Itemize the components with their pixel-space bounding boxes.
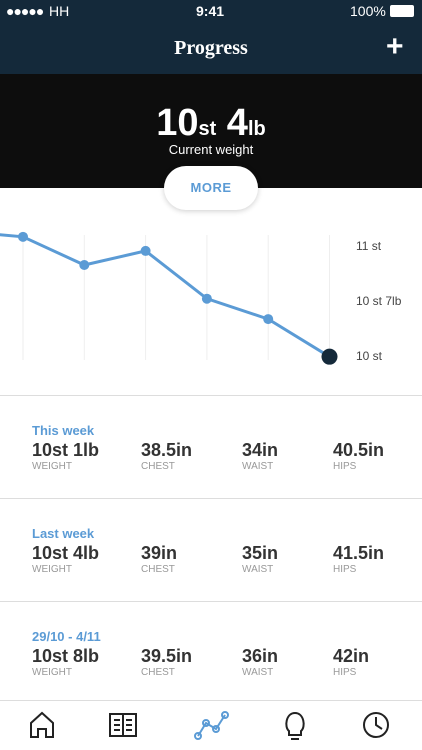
measurement-name: WAIST xyxy=(242,564,274,575)
measurement-name: WAIST xyxy=(242,461,274,472)
measurement-value: 10st 4lb xyxy=(32,543,100,563)
measurement-value: 39.5in xyxy=(141,646,193,666)
measurement-value: 10st 8lb xyxy=(32,646,100,666)
carrier: HH xyxy=(49,3,70,19)
home-icon[interactable] xyxy=(30,711,54,738)
header: Progress + xyxy=(0,22,422,74)
tab-bar xyxy=(0,700,422,750)
journal-icon[interactable] xyxy=(109,713,137,737)
measurement-value: 39in xyxy=(141,543,178,563)
measurement-name: HIPS xyxy=(333,667,357,678)
measurement-name: CHEST xyxy=(141,667,175,678)
y-tick-label: 10 st xyxy=(356,349,383,363)
measurement-name: WAIST xyxy=(242,667,274,678)
week-label: 29/10 - 4/11 xyxy=(32,629,101,644)
week-row: Last week 10st 4lb WEIGHT 39in CHEST 35in WAIS… xyxy=(0,498,422,602)
week-label: Last week xyxy=(32,526,95,541)
measurement-name: CHEST xyxy=(141,461,175,472)
point xyxy=(18,231,28,242)
st-unit: st xyxy=(198,118,217,140)
line xyxy=(0,233,331,358)
tips-icon[interactable] xyxy=(285,711,305,740)
chart: 11 st 10 st 7lb 10 st xyxy=(0,231,402,365)
stones: 10 xyxy=(156,102,199,144)
title: Progress xyxy=(174,37,248,59)
more-button[interactable]: MORE xyxy=(164,166,258,210)
status-bar: ●●●●● HH 9:41 100% xyxy=(0,0,422,22)
add-button[interactable]: + xyxy=(386,30,404,63)
y-tick-label: 10 st 7lb xyxy=(356,294,402,308)
measurement-name: HIPS xyxy=(333,564,357,575)
measurement-name: WEIGHT xyxy=(32,461,72,472)
point xyxy=(201,293,212,304)
measurement-name: WEIGHT xyxy=(32,564,72,575)
measurement-value: 10st 1lb xyxy=(32,440,100,460)
measurement-value: 35in xyxy=(242,543,279,563)
measurement-value: 38.5in xyxy=(141,440,193,460)
point xyxy=(263,314,274,325)
measurement-name: HIPS xyxy=(333,461,357,472)
measurement-name: CHEST xyxy=(141,564,175,575)
tab-icons xyxy=(30,711,389,740)
point xyxy=(321,348,338,365)
measurement-value: 34in xyxy=(242,440,279,460)
week-row: 29/10 - 4/11 10st 8lb WEIGHT 39.5in CHEST 36i… xyxy=(0,601,422,705)
measurement-value: 42in xyxy=(333,646,370,666)
battery: 100% xyxy=(350,3,386,19)
progress-icon[interactable] xyxy=(194,711,229,740)
point xyxy=(140,245,151,256)
pounds: 4 xyxy=(226,102,248,144)
history-icon[interactable] xyxy=(363,712,389,738)
point xyxy=(79,260,90,271)
week-row: This week 10st 1lb WEIGHT 38.5in CHEST 34in WA… xyxy=(0,395,422,499)
measurement-value: 41.5in xyxy=(333,543,385,563)
lb-unit: lb xyxy=(247,118,266,140)
week-label: This week xyxy=(32,423,95,438)
measurement-value: 36in xyxy=(242,646,279,666)
caption: Current weight xyxy=(168,142,254,157)
measurement-name: WEIGHT xyxy=(32,667,72,678)
y-tick-label: 11 st xyxy=(356,239,382,253)
time: 9:41 xyxy=(196,3,225,19)
measurement-value: 40.5in xyxy=(333,440,385,460)
